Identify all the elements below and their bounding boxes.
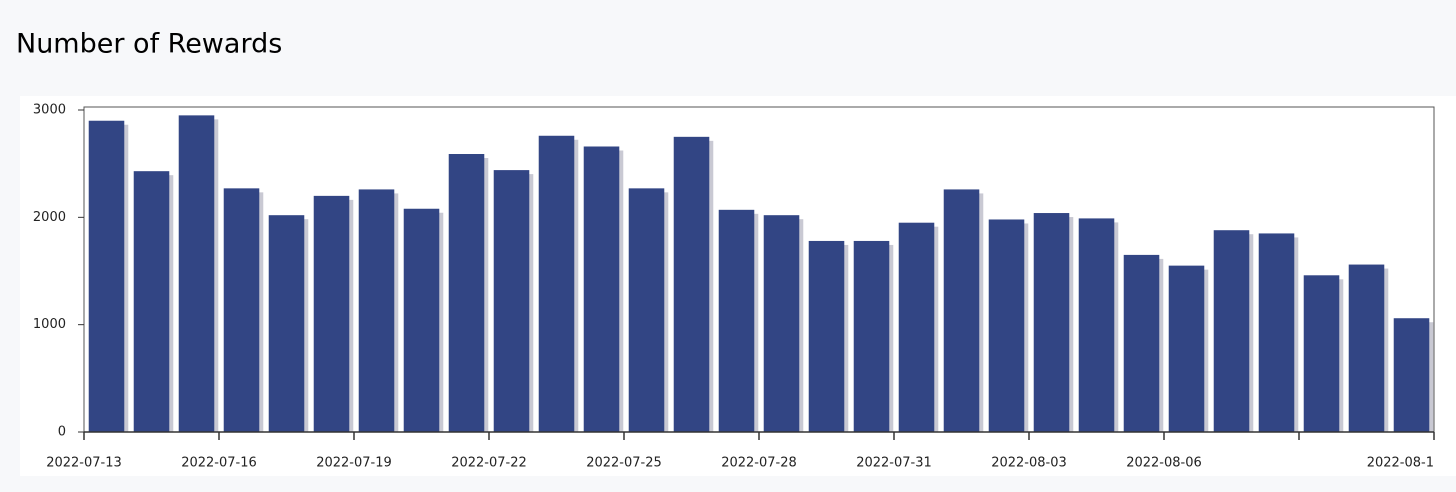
bar — [268, 215, 305, 432]
x-tick-label: 2022-07-31 — [856, 456, 932, 471]
y-tick-label: 2000 — [33, 210, 66, 225]
chart-title: Number of Rewards — [16, 29, 282, 60]
bar — [583, 146, 620, 432]
x-tick-label: 2022-08-03 — [991, 456, 1067, 471]
bar — [133, 171, 170, 432]
bar — [178, 115, 215, 432]
x-tick-label: 2022-07-16 — [181, 456, 257, 471]
bar — [1393, 318, 1430, 432]
bar — [493, 170, 530, 432]
y-tick-label: 1000 — [33, 317, 66, 332]
bar — [358, 189, 395, 432]
bar — [673, 136, 710, 433]
bar — [313, 195, 350, 432]
bar — [1123, 254, 1160, 432]
bar — [88, 120, 125, 432]
y-tick-label: 3000 — [33, 103, 66, 118]
bar — [1033, 213, 1070, 432]
x-tick-label: 2022-07-19 — [316, 456, 392, 471]
bar — [1078, 218, 1115, 432]
bar — [1258, 233, 1295, 432]
bar — [1348, 264, 1385, 432]
bar — [988, 219, 1025, 432]
bar — [1303, 275, 1340, 432]
bar — [808, 240, 845, 432]
x-tick-label: 2022-07-22 — [451, 456, 527, 471]
bar — [1213, 230, 1250, 432]
bar — [898, 222, 935, 432]
bar — [403, 208, 440, 432]
bar — [718, 209, 755, 432]
bar — [448, 154, 485, 433]
x-tick-label: 2022-07-13 — [46, 456, 122, 471]
x-tick-label: 2022-08-06 — [1126, 456, 1202, 471]
x-tick-label: 2022-07-28 — [721, 456, 797, 471]
x-tick-label: 2022-08-1 — [1367, 456, 1434, 471]
bar — [223, 188, 260, 432]
bar — [628, 188, 665, 432]
y-tick-label: 0 — [58, 425, 66, 440]
bar — [1168, 265, 1205, 432]
bar — [943, 189, 980, 432]
bar — [763, 215, 800, 432]
x-tick-label: 2022-07-25 — [586, 456, 662, 471]
bar — [853, 240, 890, 432]
bar — [538, 135, 575, 432]
